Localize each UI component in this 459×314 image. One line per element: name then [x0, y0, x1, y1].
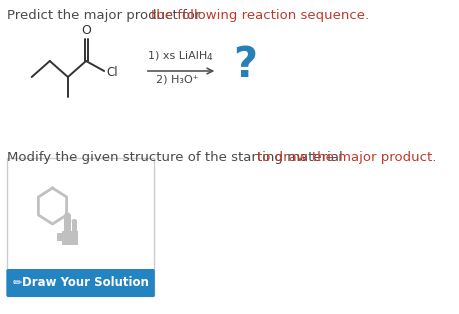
Text: 2) H₃O⁺: 2) H₃O⁺: [156, 75, 199, 85]
Text: the following reaction sequence.: the following reaction sequence.: [151, 9, 369, 22]
Bar: [7, 158, 154, 296]
Text: ✏: ✏: [12, 278, 22, 288]
Text: ?: ?: [234, 44, 257, 86]
Text: to draw the major product.: to draw the major product.: [257, 151, 436, 164]
Text: Cl: Cl: [107, 66, 118, 78]
Bar: [72, 221, 77, 233]
Text: Modify the given structure of the starting material: Modify the given structure of the starti…: [7, 151, 347, 164]
Text: Predict the major product for: Predict the major product for: [7, 9, 205, 22]
Ellipse shape: [64, 213, 71, 218]
Bar: [57, 233, 62, 241]
Text: 4: 4: [207, 53, 212, 62]
Bar: [64, 215, 71, 233]
FancyBboxPatch shape: [6, 269, 155, 297]
Text: O: O: [81, 24, 91, 37]
Bar: [62, 231, 78, 245]
Text: Draw Your Solution: Draw Your Solution: [22, 277, 149, 290]
Text: 1) xs LiAlH: 1) xs LiAlH: [148, 50, 207, 60]
Ellipse shape: [72, 219, 77, 223]
